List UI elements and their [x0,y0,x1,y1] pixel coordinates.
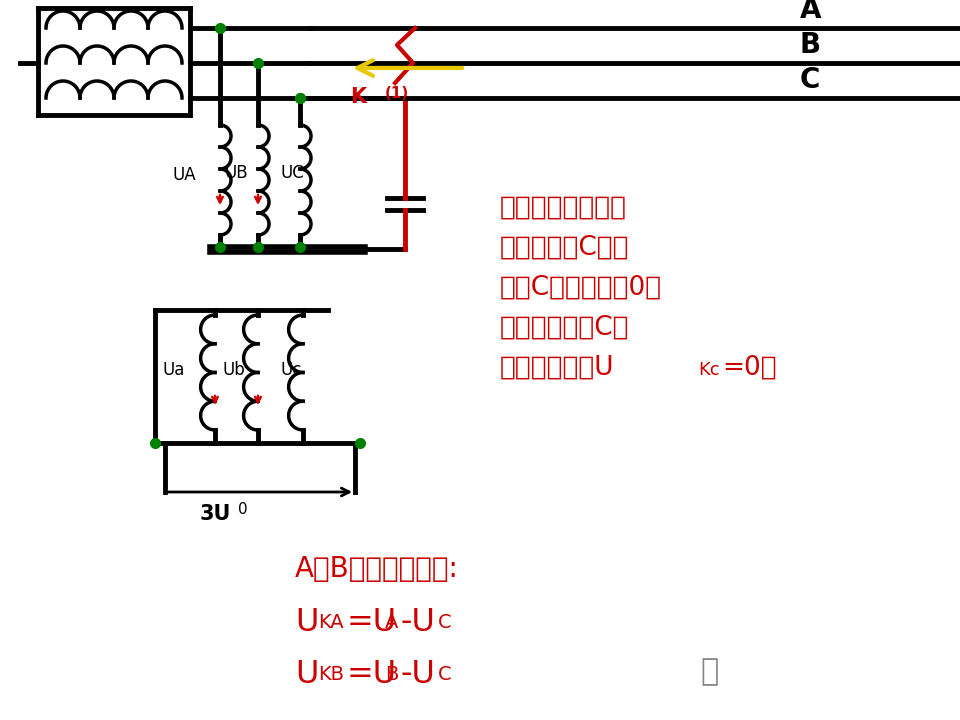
Text: =U: =U [347,607,397,638]
Text: B: B [800,31,821,59]
Text: Ub: Ub [223,361,246,379]
Text: UB: UB [225,164,249,182]
Text: UA: UA [172,166,196,184]
Text: U: U [295,607,319,638]
Text: =U: =U [347,659,397,690]
Text: KB: KB [318,665,344,684]
Text: C: C [438,665,451,684]
Text: -U: -U [400,607,435,638]
Text: =0。: =0。 [722,355,777,381]
Text: KA: KA [318,613,344,632]
Text: 3U: 3U [200,504,231,524]
Text: Kc: Kc [698,361,720,379]
Text: 0: 0 [238,502,248,517]
Text: K: K [350,87,366,107]
Text: UC: UC [280,164,303,182]
Text: A: A [385,613,398,632]
Text: C: C [438,613,451,632]
Text: U: U [295,659,319,690]
Text: A、B相电压分别为:: A、B相电压分别为: [295,555,459,583]
Text: B: B [385,665,398,684]
Text: Uc: Uc [280,361,301,379]
Text: Ua: Ua [163,361,185,379]
Text: 地，C相电压降为0，: 地，C相电压降为0， [500,275,662,301]
Text: 电压互感器的C相: 电压互感器的C相 [500,315,630,341]
Text: (1): (1) [385,86,409,101]
Text: -U: -U [400,659,435,690]
Text: C: C [800,66,821,94]
Text: A: A [800,0,822,24]
Text: 🔈: 🔈 [700,657,718,686]
Text: 地时，例如C相接: 地时，例如C相接 [500,235,630,261]
Text: 当系统发生单相接: 当系统发生单相接 [500,195,627,221]
Text: 无电流。即：U: 无电流。即：U [500,355,614,381]
